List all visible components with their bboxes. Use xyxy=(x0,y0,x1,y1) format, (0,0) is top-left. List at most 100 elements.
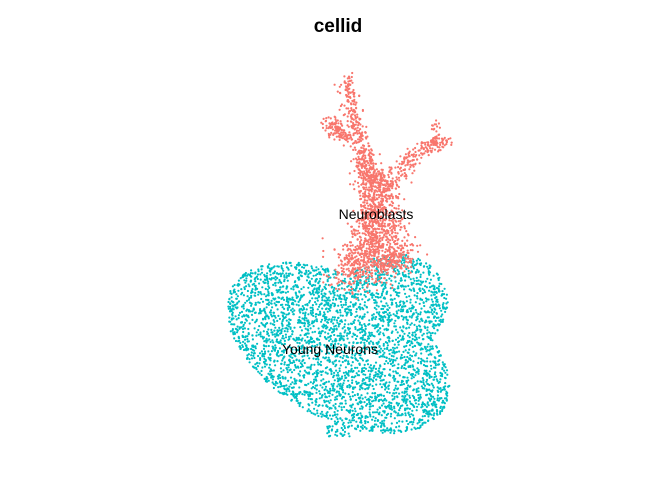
scatter-point xyxy=(326,267,329,270)
scatter-point xyxy=(333,398,337,401)
scatter-point xyxy=(334,268,337,271)
scatter-point xyxy=(257,301,260,304)
scatter-point xyxy=(358,323,361,326)
scatter-point xyxy=(242,340,245,343)
scatter-point xyxy=(439,406,442,409)
scatter-point xyxy=(244,301,247,304)
scatter-point xyxy=(396,414,399,417)
scatter-point xyxy=(235,293,238,296)
scatter-point xyxy=(369,340,372,343)
scatter-point xyxy=(338,85,341,88)
scatter-point xyxy=(231,311,234,314)
scatter-point xyxy=(283,361,286,364)
scatter-point xyxy=(386,308,389,311)
scatter-point xyxy=(345,372,348,375)
scatter-point xyxy=(320,396,323,399)
scatter-point xyxy=(355,282,358,285)
scatter-point xyxy=(445,369,449,372)
scatter-point xyxy=(377,305,380,308)
scatter-point xyxy=(351,244,354,247)
scatter-point xyxy=(363,401,366,404)
scatter-point xyxy=(371,292,374,295)
scatter-point xyxy=(333,420,336,423)
scatter-point xyxy=(414,398,418,402)
scatter-point xyxy=(350,225,353,228)
scatter-point xyxy=(402,250,405,253)
scatter-point xyxy=(410,281,413,284)
scatter-point xyxy=(408,357,412,360)
scatter-point xyxy=(364,396,367,399)
scatter-point xyxy=(410,265,413,268)
scatter-point xyxy=(391,284,394,287)
scatter-point xyxy=(439,354,442,357)
scatter-point xyxy=(328,401,331,404)
scatter-point xyxy=(240,288,243,291)
scatter-point xyxy=(264,295,268,298)
scatter-point xyxy=(423,291,427,294)
scatter-point xyxy=(443,364,446,367)
scatter-point xyxy=(266,332,270,335)
scatter-point xyxy=(374,397,377,400)
scatter-point xyxy=(243,321,247,324)
scatter-point xyxy=(308,371,311,374)
scatter-point xyxy=(231,328,234,331)
scatter-point xyxy=(259,357,262,360)
scatter-point xyxy=(377,340,380,343)
scatter-point xyxy=(355,413,358,417)
scatter-point xyxy=(415,295,419,298)
scatter-point xyxy=(378,234,381,237)
scatter-point xyxy=(353,169,356,173)
scatter-point xyxy=(330,370,333,373)
scatter-point xyxy=(341,419,344,422)
scatter-point xyxy=(332,404,335,407)
scatter-point xyxy=(289,376,293,379)
scatter-point xyxy=(356,262,359,266)
scatter-point xyxy=(247,332,250,335)
scatter-point xyxy=(283,312,286,315)
scatter-point xyxy=(364,338,367,341)
scatter-point xyxy=(311,306,314,309)
scatter-point xyxy=(391,394,394,397)
scatter-point xyxy=(341,375,344,378)
scatter-point xyxy=(405,407,408,410)
scatter-point xyxy=(315,288,318,291)
scatter-point xyxy=(422,372,426,375)
scatter-point xyxy=(386,391,389,394)
scatter-point xyxy=(368,238,371,241)
scatter-point xyxy=(411,364,414,367)
scatter-point xyxy=(328,299,331,302)
scatter-point xyxy=(417,396,420,400)
scatter-point xyxy=(388,340,391,343)
scatter-point xyxy=(344,399,347,402)
scatter-point xyxy=(383,273,386,276)
scatter-point xyxy=(254,280,257,283)
scatter-point xyxy=(280,264,283,268)
scatter-point xyxy=(306,328,309,331)
scatter-point xyxy=(285,319,288,322)
scatter-point xyxy=(360,386,363,389)
scatter-point xyxy=(429,389,432,392)
scatter-point xyxy=(337,390,340,393)
scatter-point xyxy=(415,409,418,412)
scatter-point xyxy=(260,268,263,271)
scatter-point xyxy=(266,282,270,285)
scatter-point xyxy=(324,385,328,388)
scatter-point xyxy=(260,265,263,268)
scatter-point xyxy=(265,345,268,348)
scatter-point xyxy=(350,367,353,370)
scatter-point xyxy=(351,353,354,356)
scatter-point xyxy=(392,241,396,244)
scatter-point xyxy=(420,362,423,365)
scatter-point xyxy=(274,326,277,329)
scatter-point xyxy=(342,391,345,394)
scatter-point xyxy=(378,367,381,370)
scatter-point xyxy=(414,308,417,312)
scatter-point xyxy=(355,280,358,283)
scatter-point xyxy=(421,292,424,295)
scatter-point xyxy=(384,251,387,254)
scatter-point xyxy=(363,341,366,344)
scatter-point xyxy=(311,308,315,311)
scatter-point xyxy=(352,264,356,267)
scatter-point xyxy=(385,279,388,282)
scatter-point xyxy=(402,305,405,308)
